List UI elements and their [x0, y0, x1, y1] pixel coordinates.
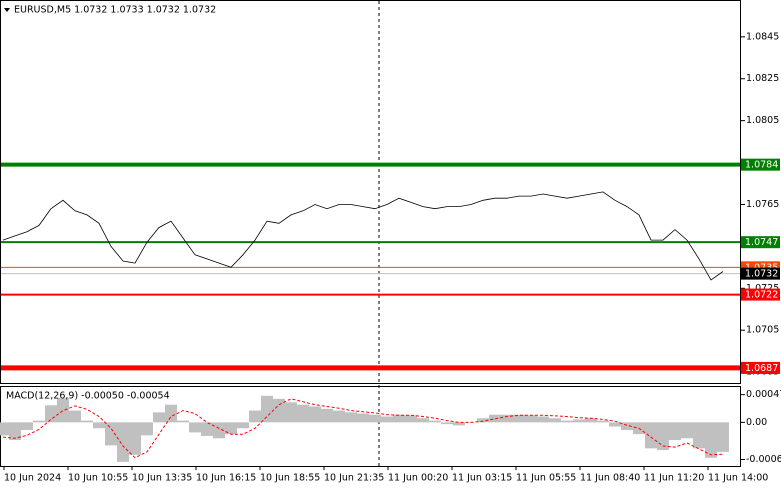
histogram-bar — [261, 395, 273, 423]
histogram-bar — [489, 414, 501, 423]
histogram-bar — [201, 422, 213, 436]
chart-title: EURUSD,M5 1.0732 1.0733 1.0732 1.0732 — [14, 5, 216, 16]
histogram-bar — [549, 418, 561, 423]
y-tick-label: 0.00 — [746, 417, 767, 428]
x-tick-label: 10 Jun 10:55 — [68, 473, 128, 484]
histogram-bar — [477, 418, 489, 423]
histogram-bar — [21, 422, 33, 431]
level-label-box — [741, 267, 780, 280]
histogram-bar — [45, 405, 57, 423]
y-tick-label: 1.0705 — [746, 325, 779, 336]
histogram-bar — [525, 415, 537, 423]
level-label-box — [741, 288, 780, 301]
histogram-bar — [285, 402, 297, 423]
histogram-bar — [213, 422, 225, 439]
histogram-bar — [93, 422, 105, 429]
histogram-bar — [501, 414, 513, 423]
level-label-box — [741, 158, 780, 171]
histogram-bar — [669, 422, 681, 441]
histogram-bar — [405, 415, 417, 423]
histogram-bar — [717, 422, 729, 452]
level-label-box — [741, 361, 780, 374]
histogram-bar — [345, 412, 357, 423]
signal-line — [2, 398, 724, 459]
y-tick-label: 1.0805 — [746, 115, 779, 126]
histogram-bar — [321, 408, 333, 423]
histogram-bar — [189, 422, 201, 433]
x-tick-label: 11 Jun 11:20 — [644, 473, 704, 484]
histogram-bar — [165, 404, 177, 423]
histogram-bar — [0, 422, 9, 436]
histogram-bar — [57, 398, 69, 423]
histogram-bar — [573, 419, 585, 423]
histogram-bar — [309, 406, 321, 423]
histogram-bar — [585, 418, 597, 423]
histogram-bar — [105, 422, 117, 446]
histogram-bar — [561, 420, 573, 423]
histogram-bar — [645, 422, 657, 449]
histogram-bar — [249, 410, 261, 423]
histogram-bar — [357, 413, 369, 423]
menu-arrow[interactable] — [4, 8, 10, 12]
histogram-bar — [597, 420, 609, 423]
x-tick-label: 11 Jun 08:40 — [580, 473, 640, 484]
level-label: 1.0722 — [745, 290, 778, 301]
histogram-bar — [9, 422, 21, 441]
histogram-bar — [177, 420, 189, 423]
histogram-bar — [225, 422, 237, 435]
x-tick-label: 11 Jun 05:55 — [516, 473, 576, 484]
level-label: 1.0747 — [745, 237, 778, 248]
x-tick-label: 11 Jun 00:20 — [388, 473, 448, 484]
histogram-bar — [69, 410, 81, 423]
histogram-bar — [453, 422, 465, 426]
histogram-bar — [381, 416, 393, 423]
histogram-bar — [705, 422, 717, 458]
histogram-bar — [417, 418, 429, 423]
x-tick-label: 10 Jun 13:35 — [132, 473, 192, 484]
plot-layer: 1.0845 1.0825 1.0805 1.0765 1.0725 1.0705 1.06… — [0, 31, 781, 484]
x-tick-label: 10 Jun 16:15 — [196, 473, 256, 484]
y-tick-label: 0.00047 — [746, 389, 781, 400]
level-label: 1.0687 — [745, 363, 778, 374]
y-tick-label: 1.0845 — [746, 31, 779, 42]
x-tick-label: 11 Jun 14:00 — [708, 473, 768, 484]
level-label: 1.0784 — [745, 160, 778, 171]
y-tick-label: -0.00063 — [746, 454, 781, 465]
level-label-box — [741, 236, 780, 249]
histogram-bar — [369, 414, 381, 423]
histogram-bar — [297, 404, 309, 423]
histogram-bar — [129, 422, 141, 455]
x-tick-label: 10 Jun 18:55 — [260, 473, 320, 484]
histogram-bar — [237, 422, 249, 429]
histogram-bar — [429, 420, 441, 423]
y-tick-label: 1.0765 — [746, 199, 779, 210]
x-tick-label: 11 Jun 03:15 — [452, 473, 512, 484]
histogram-bar — [621, 422, 633, 431]
histogram-bar — [693, 422, 705, 449]
histogram-bar — [681, 422, 693, 439]
histogram-bar — [153, 412, 165, 423]
y-tick-label: 1.0825 — [746, 73, 779, 84]
macd-title: MACD(12,26,9) -0.00050 -0.00054 — [6, 391, 170, 402]
histogram-bar — [441, 422, 453, 425]
y-tick-label: 1.0725 — [746, 283, 779, 294]
main-panel — [0, 0, 741, 384]
histogram-bar — [117, 422, 129, 462]
price-line — [2, 191, 724, 281]
x-tick-label: 10 Jun 21:35 — [324, 473, 384, 484]
histogram-bar — [333, 410, 345, 423]
histogram-bar — [81, 420, 93, 423]
histogram-bar — [33, 420, 45, 423]
histogram-bar — [393, 414, 405, 423]
histogram-bar — [609, 422, 621, 427]
level-label: 1.0732 — [745, 269, 778, 280]
histogram-bar — [537, 416, 549, 423]
histogram-bar — [141, 422, 153, 436]
histogram-bar — [273, 398, 285, 423]
histogram-bar — [513, 414, 525, 423]
x-tick-label: 10 Jun 2024 — [4, 473, 61, 484]
